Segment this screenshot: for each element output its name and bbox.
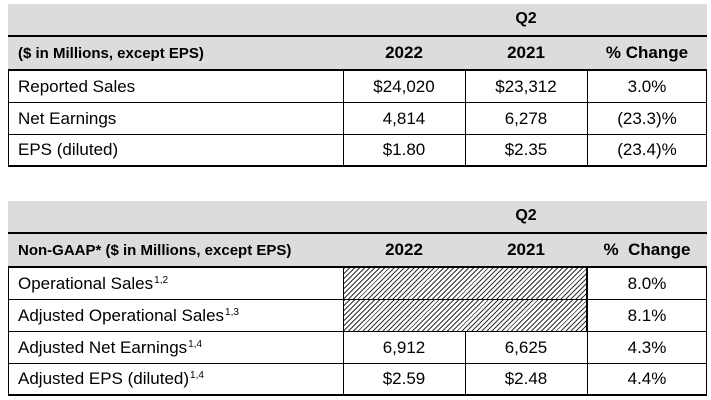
hatched-not-applicable-cell <box>343 268 587 299</box>
table-row: Net Earnings 4,814 6,278 (23.3)% <box>8 103 707 135</box>
value-2022: $2.59 <box>382 369 426 388</box>
table-row: EPS (diluted) $1.80 $2.35 (23.4)% <box>8 135 707 167</box>
period-label: Q2 <box>515 10 537 27</box>
table-row: Operational Sales1,2 8.0% <box>8 268 707 300</box>
value-2021: $2.48 <box>504 369 548 388</box>
row-label: Net Earnings <box>18 108 117 128</box>
table-row: Adjusted Net Earnings1,4 6,912 6,625 4.3… <box>8 332 707 364</box>
value-2022: 4,814 <box>382 108 426 128</box>
footnote-ref: 1,4 <box>188 338 203 350</box>
period-header-row: Q2 <box>8 201 707 232</box>
row-label: Operational Sales1,2 <box>18 273 169 293</box>
row-label: Adjusted EPS (diluted)1,4 <box>18 369 204 388</box>
value-2021: $23,312 <box>495 76 557 96</box>
value-change: 8.1% <box>627 305 667 325</box>
footnote-ref: 1,4 <box>190 370 204 381</box>
non-gaap-results-table: Q2 Non-GAAP* ($ in Millions, except EPS)… <box>8 201 707 396</box>
value-change: (23.4)% <box>617 140 677 159</box>
table-row: Reported Sales $24,020 $23,312 3.0% <box>8 71 707 103</box>
period-header-row: Q2 <box>8 4 707 35</box>
row-label: Adjusted Net Earnings1,4 <box>18 337 203 357</box>
row-label: Reported Sales <box>18 76 136 96</box>
column-header-row: ($ in Millions, except EPS) 2022 2021 % … <box>8 35 707 71</box>
reported-results-table: Q2 ($ in Millions, except EPS) 2022 2021… <box>8 4 707 167</box>
hatched-not-applicable-cell <box>343 300 587 331</box>
value-2021: 6,278 <box>504 108 548 128</box>
value-2021: 6,625 <box>504 337 548 357</box>
value-change: 4.3% <box>627 337 667 357</box>
value-change: 3.0% <box>627 76 667 96</box>
row-header-label: ($ in Millions, except EPS) <box>18 44 204 62</box>
column-header-2021: 2021 <box>507 43 545 62</box>
column-header-2022: 2022 <box>385 43 423 62</box>
column-header-change: % Change <box>603 240 691 259</box>
row-label: EPS (diluted) <box>18 140 119 159</box>
row-label: Adjusted Operational Sales1,3 <box>18 305 239 325</box>
value-change: 4.4% <box>627 369 667 388</box>
value-change: 8.0% <box>627 273 667 293</box>
table-row: Adjusted EPS (diluted)1,4 $2.59 $2.48 4.… <box>8 364 707 396</box>
footnote-ref: 1,2 <box>154 274 169 286</box>
row-header-label: Non-GAAP* ($ in Millions, except EPS) <box>18 241 292 259</box>
value-2021: $2.35 <box>504 140 548 159</box>
table-row: Adjusted Operational Sales1,3 8.1% <box>8 300 707 332</box>
value-2022: 6,912 <box>382 337 426 357</box>
value-2022: $1.80 <box>382 140 426 159</box>
column-header-change: % Change <box>605 43 689 62</box>
column-header-2022: 2022 <box>385 240 423 259</box>
value-change: (23.3)% <box>617 108 677 128</box>
value-2022: $24,020 <box>373 76 435 96</box>
column-header-2021: 2021 <box>507 240 545 259</box>
footnote-ref: 1,3 <box>225 306 239 318</box>
period-label: Q2 <box>515 207 537 224</box>
column-header-row: Non-GAAP* ($ in Millions, except EPS) 20… <box>8 232 707 268</box>
